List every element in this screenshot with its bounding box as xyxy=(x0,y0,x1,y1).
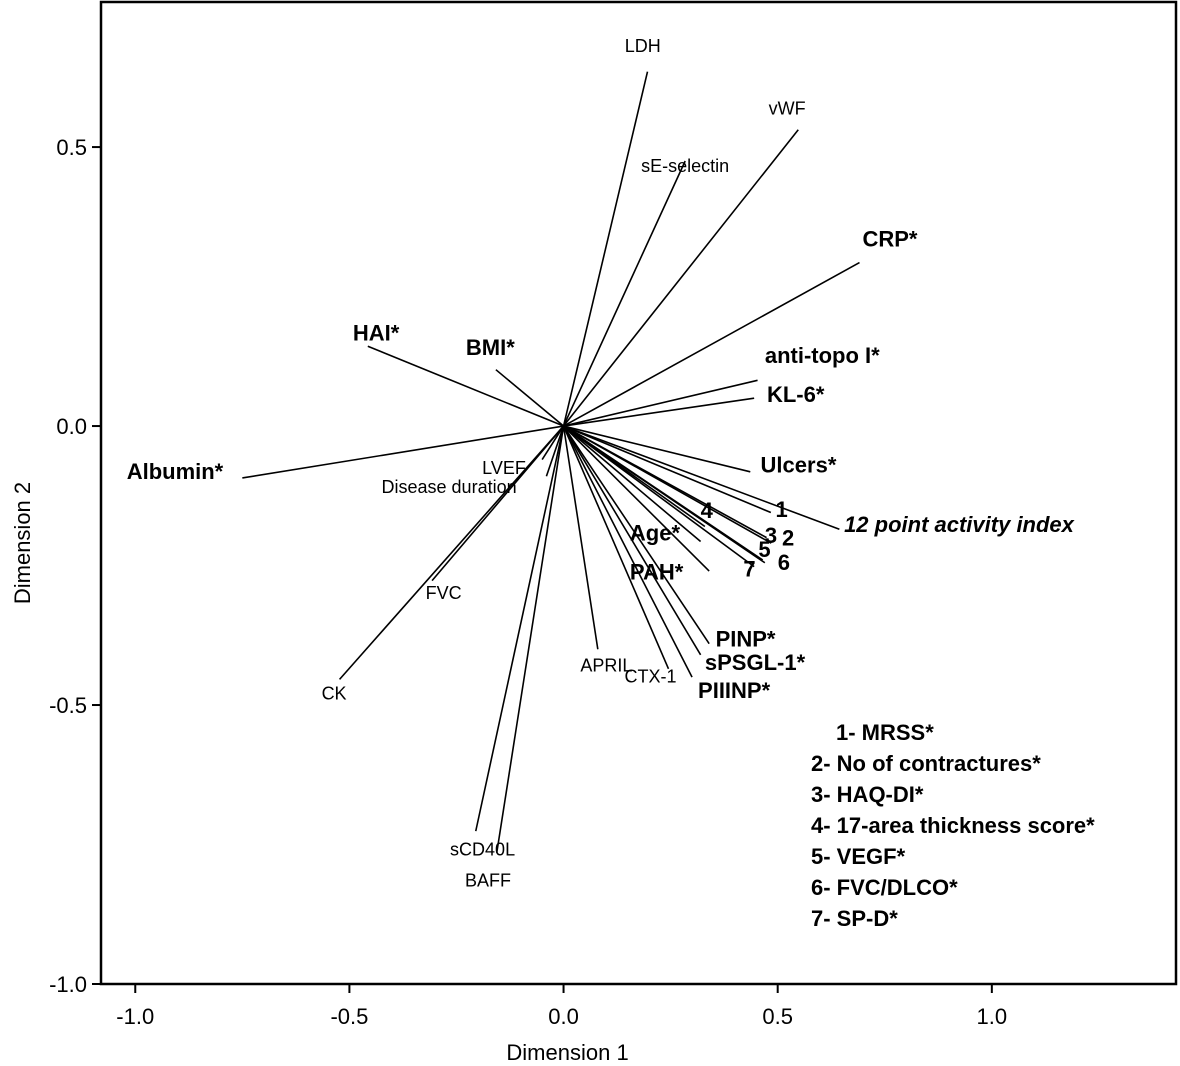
vector-line xyxy=(562,425,670,670)
vector-label: 4 xyxy=(701,498,714,523)
vector-label: sE-selectin xyxy=(641,156,729,176)
vector-label: BMI* xyxy=(466,335,515,360)
legend-entry: 6- FVC/DLCO* xyxy=(811,875,958,900)
vector-label: sCD40L xyxy=(450,840,515,860)
x-axis-label: Dimension 1 xyxy=(506,1040,628,1065)
vector-line xyxy=(562,71,649,427)
x-tick-label: 0.0 xyxy=(548,1004,579,1029)
x-tick-label: -1.0 xyxy=(116,1004,154,1029)
vector-line xyxy=(563,379,758,427)
y-tick-label: 0.0 xyxy=(56,414,87,439)
vector-labels: LDH vWF sE-selectin CRP* HAI* BMI* anti-topo I… xyxy=(127,36,1075,890)
vector-label: 3 xyxy=(765,523,777,548)
legend-entry: 5- VEGF* xyxy=(811,844,906,869)
y-tick-label: -0.5 xyxy=(49,693,87,718)
vector-lines xyxy=(242,71,860,854)
y-axis: 0.5 0.0 -0.5 -1.0 xyxy=(49,135,101,997)
vector-line xyxy=(474,425,565,832)
legend-entry: 3- HAQ-DI* xyxy=(811,782,924,807)
vector-line xyxy=(563,425,751,473)
vector-label: Ulcers* xyxy=(761,452,837,477)
vector-line xyxy=(562,425,702,656)
vector-label: FVC xyxy=(426,583,462,603)
plot-frame xyxy=(99,0,1178,986)
legend: 1- MRSS* 2- No of contractures* 3- HAQ-DI*… xyxy=(811,720,1095,931)
vector-label: 5 xyxy=(758,537,770,562)
vector-line xyxy=(541,425,565,460)
vector-line xyxy=(562,160,686,427)
legend-entry: 7- SP-D* xyxy=(811,906,898,931)
x-tick-label: -0.5 xyxy=(330,1004,368,1029)
vector-line xyxy=(563,397,755,427)
vector-line xyxy=(563,425,755,568)
vector-line xyxy=(562,425,693,678)
y-tick-label: 0.5 xyxy=(56,135,87,160)
legend-entry: 1- MRSS* xyxy=(836,720,934,745)
vector-line xyxy=(563,425,772,544)
vector-line xyxy=(563,425,702,543)
vector-line xyxy=(562,425,599,650)
vector-label: Disease duration xyxy=(382,477,517,497)
legend-entry: 2- No of contractures* xyxy=(811,751,1041,776)
vector-label: 1 xyxy=(776,497,788,522)
vector-line xyxy=(495,425,565,854)
vector-line xyxy=(563,261,860,427)
vector-label: 7 xyxy=(743,557,755,582)
y-tick-label: -1.0 xyxy=(49,972,87,997)
x-tick-label: 0.5 xyxy=(762,1004,793,1029)
vector-line xyxy=(562,425,710,572)
vector-label: 6 xyxy=(778,550,790,575)
x-tick-label: 1.0 xyxy=(977,1004,1008,1029)
vector-line xyxy=(563,425,772,514)
vector-label: LDH xyxy=(625,36,661,56)
vector-line xyxy=(563,425,766,564)
vector-label: vWF xyxy=(769,99,806,119)
x-axis: -1.0 -0.5 0.0 0.5 1.0 xyxy=(116,984,1007,1029)
vector-line xyxy=(545,425,565,477)
vector-label: Age* xyxy=(630,520,681,545)
vector-label: LVEF xyxy=(482,458,526,478)
vector-label: CRP* xyxy=(862,226,917,251)
vector-label: BAFF xyxy=(465,870,511,890)
y-axis-label: Dimension 2 xyxy=(10,482,35,604)
vector-label: anti-topo I* xyxy=(765,343,880,368)
vector-label: PAH* xyxy=(630,559,684,584)
vector-line xyxy=(338,425,565,680)
vector-label: KL-6* xyxy=(767,382,825,407)
legend-entry: 4- 17-area thickness score* xyxy=(811,813,1095,838)
vector-line xyxy=(563,425,840,531)
vector-line xyxy=(562,425,710,645)
vector-label: CTX-1 xyxy=(624,667,676,687)
vector-line xyxy=(562,129,799,427)
vector-line xyxy=(367,345,564,427)
vector-line xyxy=(242,425,564,479)
vector-label: Albumin* xyxy=(127,459,224,484)
vector-label: PINP* xyxy=(716,626,776,651)
vector-label: PIIINP* xyxy=(698,678,771,703)
vector-label: 12 point activity index xyxy=(844,512,1075,537)
vector-line xyxy=(495,369,565,427)
vector-label: HAI* xyxy=(353,321,400,346)
vector-label: APRIL xyxy=(580,656,632,676)
vector-label: 2 xyxy=(782,525,794,550)
vector-label: CK xyxy=(322,683,347,703)
vector-label: sPSGL-1* xyxy=(705,650,806,675)
